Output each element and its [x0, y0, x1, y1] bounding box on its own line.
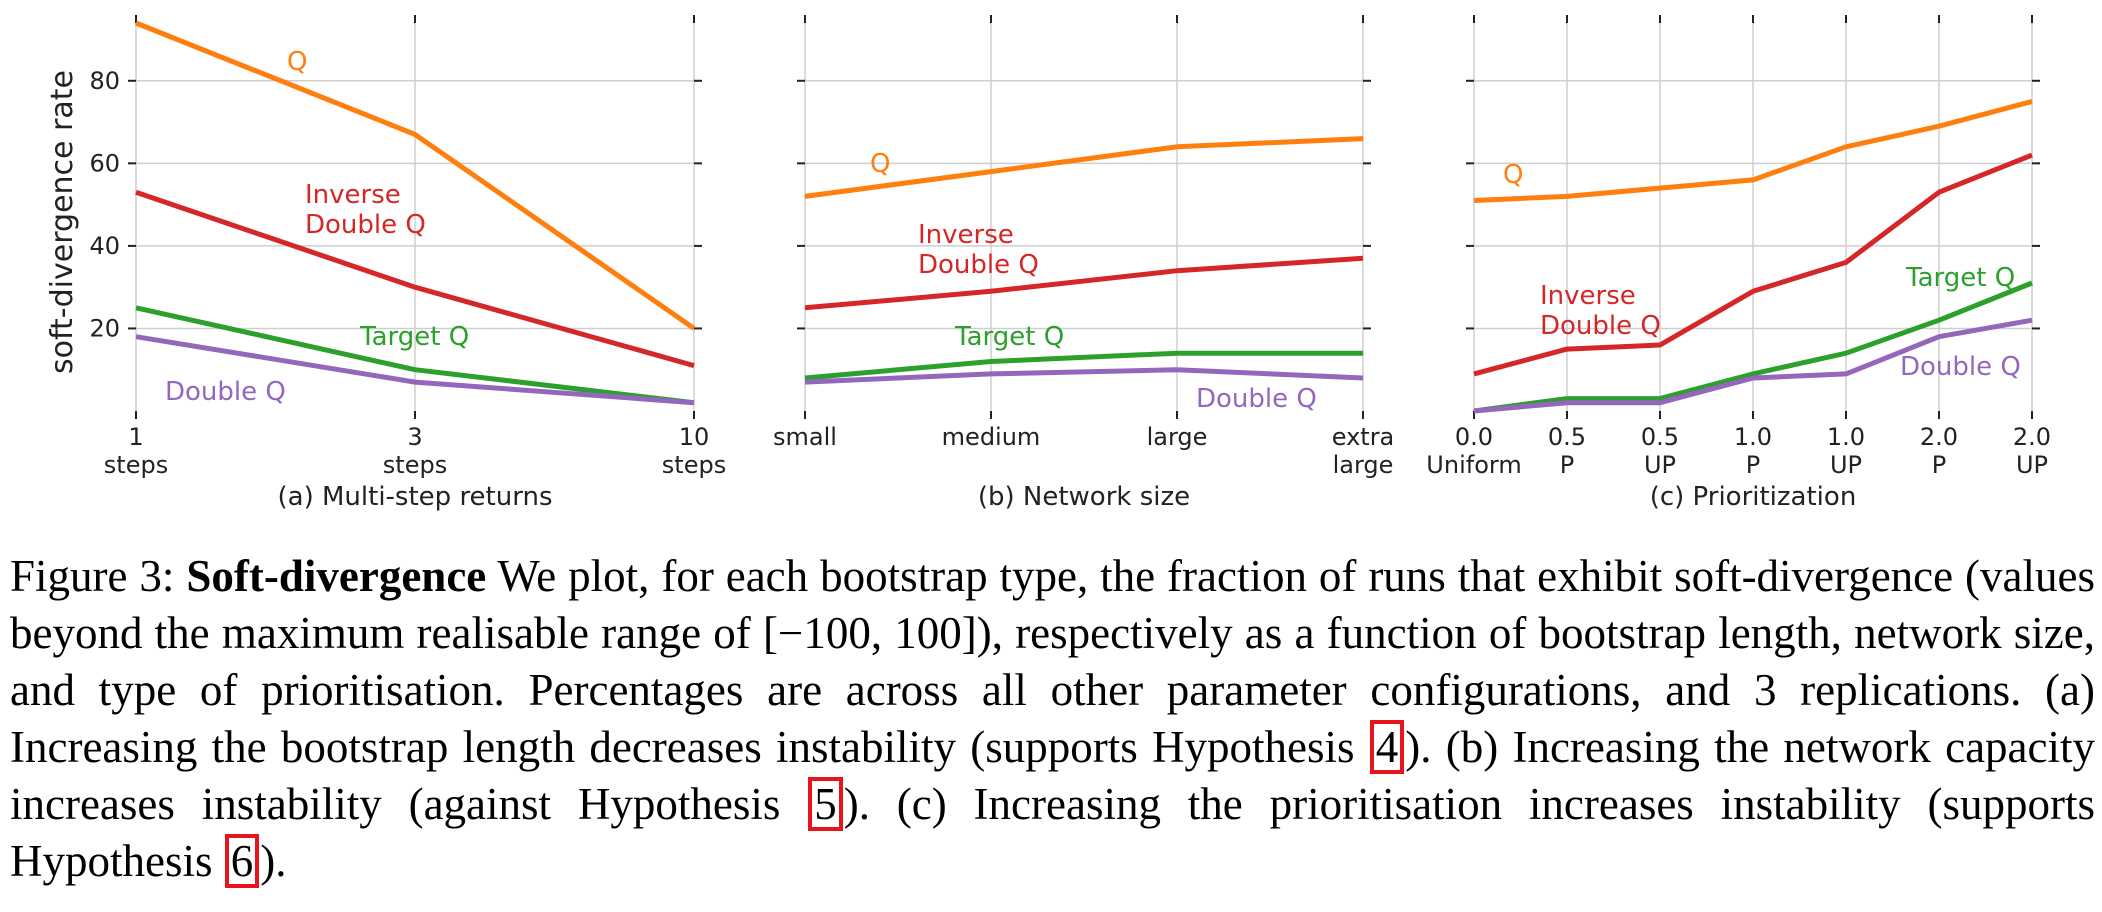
series-label-q: Q — [287, 47, 307, 77]
series-line-target-q — [135, 305, 695, 406]
y-tick-label: 40 — [89, 232, 120, 260]
panel-title: (a) Multi-step returns — [278, 482, 553, 512]
series-label-inverse-double-q: Inverse Double Q — [305, 180, 426, 240]
x-tick-label: extra large — [1332, 423, 1395, 479]
panel-title: (c) Prioritization — [1650, 482, 1857, 512]
hypothesis-6-link[interactable]: 6 — [224, 834, 260, 888]
series-line-inverse-double-q — [1473, 152, 2033, 377]
x-tick-label: 1.0 UP — [1827, 423, 1865, 479]
series-label-q: Q — [1503, 160, 1523, 190]
series-line-double-q — [135, 334, 695, 406]
series-line-q — [804, 136, 1364, 199]
x-tick-label: 1.0 P — [1734, 423, 1772, 479]
hypothesis-5-link[interactable]: 5 — [808, 777, 843, 831]
series-label-inverse-double-q: Inverse Double Q — [1540, 281, 1661, 341]
panel-title: (b) Network size — [978, 482, 1190, 512]
series-label-double-q: Double Q — [165, 377, 286, 407]
x-tick-label: 2.0 UP — [2013, 423, 2051, 479]
series-line-inverse-double-q — [135, 189, 695, 369]
series-label-target-q: Target Q — [954, 322, 1064, 352]
series-label-q: Q — [870, 149, 890, 179]
series-line-double-q — [1473, 317, 2033, 414]
series-line-target-q — [1473, 280, 2033, 414]
series-line-target-q — [804, 350, 1363, 381]
x-tick-label: 0.0 Uniform — [1426, 423, 1521, 479]
x-tick-label: 3 steps — [383, 423, 447, 479]
y-tick-label: 80 — [89, 67, 120, 95]
series-label-target-q: Target Q — [359, 322, 469, 352]
series-label-target-q: Target Q — [1905, 263, 2015, 293]
y-tick-label: 60 — [89, 149, 120, 177]
panel-multi-step-returns: 1 steps 3 steps 10 steps 20 40 60 80 Q Inverse Doubl… — [89, 15, 726, 512]
x-tick-label: 0.5 P — [1548, 423, 1586, 479]
series-label-double-q: Double Q — [1900, 352, 2021, 382]
figure-caption: Figure 3: Soft-divergence We plot, for e… — [10, 548, 2095, 890]
caption-text-4: ). — [260, 836, 287, 886]
hypothesis-4-link[interactable]: 4 — [1369, 720, 1405, 774]
caption-text-1: We plot, for each bootstrap type, the fr… — [10, 551, 2095, 772]
caption-text-2: ). (b) Increasing the network capacity i… — [10, 722, 2095, 829]
series-line-q — [135, 20, 696, 331]
series-label-inverse-double-q: Inverse Double Q — [918, 220, 1039, 280]
x-tick-label: 0.5 UP — [1641, 423, 1679, 479]
series-line-inverse-double-q — [804, 255, 1364, 311]
x-tick-label: 10 steps — [662, 423, 726, 479]
caption-bold-title: Soft-divergence — [186, 551, 487, 601]
panel-network-size: small medium large extra large Q Inverse Double… — [773, 15, 1394, 512]
caption-label: Figure 3: — [10, 551, 175, 601]
y-tick-label: 20 — [89, 314, 120, 342]
caption-text-3: ). (c) Increasing the prioritisation inc… — [10, 779, 2095, 886]
figure-3-charts: soft-divergence rate 1 steps 3 steps 10 steps… — [45, 15, 2051, 512]
series-line-double-q — [804, 367, 1364, 385]
series-label-double-q: Double Q — [1196, 384, 1317, 414]
x-tick-label: 1 steps — [104, 423, 168, 479]
y-axis-label: soft-divergence rate — [45, 70, 80, 374]
x-tick-label: medium — [942, 423, 1041, 451]
x-tick-label: large — [1147, 423, 1208, 451]
series-line-q — [1473, 98, 2033, 203]
x-tick-label: 2.0 P — [1920, 423, 1958, 479]
x-tick-label: small — [773, 423, 837, 451]
panel-prioritization: 0.0 Uniform 0.5 P 0.5 UP 1.0 P 1.0 UP 2.0 P 2.0 UP Q In… — [1426, 15, 2051, 512]
